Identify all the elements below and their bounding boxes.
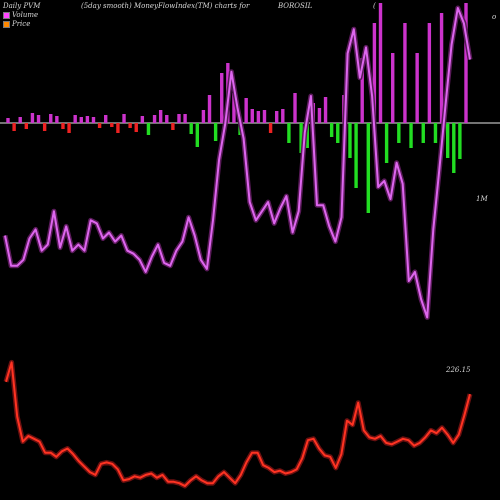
flow-bar bbox=[378, 3, 383, 123]
flow-bar bbox=[433, 123, 438, 143]
flow-bar bbox=[439, 13, 444, 123]
flow-bar bbox=[201, 110, 206, 123]
flow-bar bbox=[220, 73, 224, 123]
flow-bar bbox=[152, 115, 157, 123]
mfi-line-glow bbox=[2, 5, 473, 320]
flow-bar bbox=[329, 123, 334, 137]
mfi-value-tag: 1M bbox=[476, 195, 488, 203]
flow-bar bbox=[232, 93, 236, 123]
flow-bar bbox=[140, 116, 145, 123]
flow-bar bbox=[207, 95, 212, 123]
flow-bar bbox=[213, 123, 218, 141]
flow-bar bbox=[366, 123, 370, 213]
flow-bar bbox=[116, 123, 120, 133]
mfi-line bbox=[4, 7, 471, 319]
flow-bar bbox=[323, 97, 328, 123]
flow-bar bbox=[256, 111, 261, 123]
flow-bar bbox=[158, 110, 163, 123]
flow-bar bbox=[421, 123, 425, 143]
legend-volume-label: Volume bbox=[12, 11, 39, 19]
flow-bar bbox=[354, 123, 358, 188]
flow-bar bbox=[61, 123, 65, 129]
price-value-tag: 226.15 bbox=[446, 366, 471, 374]
flow-bar bbox=[104, 115, 108, 123]
flow-bar bbox=[274, 111, 279, 123]
flow-bar bbox=[85, 116, 90, 123]
flow-bar bbox=[244, 98, 248, 123]
flow-bar bbox=[250, 109, 254, 123]
flow-bar bbox=[67, 123, 71, 133]
price-swatch bbox=[3, 20, 10, 28]
flow-bar bbox=[281, 109, 285, 123]
flow-bar bbox=[183, 114, 187, 123]
flow-bar bbox=[12, 123, 16, 131]
corner-label: o bbox=[492, 13, 497, 21]
flow-bar bbox=[293, 93, 297, 123]
flow-bar bbox=[360, 58, 364, 123]
flow-bar bbox=[415, 53, 419, 123]
flow-bar bbox=[458, 123, 462, 159]
flow-bar bbox=[403, 23, 407, 123]
flow-bar bbox=[55, 116, 59, 123]
flow-bar bbox=[36, 115, 41, 123]
flow-bar bbox=[299, 123, 303, 153]
flow-bar bbox=[73, 115, 77, 123]
flow-bar bbox=[336, 123, 340, 143]
flow-bar bbox=[305, 123, 309, 148]
flow-bar bbox=[177, 114, 181, 123]
flow-bar bbox=[445, 123, 450, 158]
chart-title: (5day smooth) MoneyFlowIndex(TM) charts … bbox=[81, 2, 250, 10]
flow-bar bbox=[134, 123, 138, 132]
flow-bar bbox=[18, 117, 22, 123]
flow-bar bbox=[146, 123, 151, 135]
price-line bbox=[5, 361, 471, 487]
flow-bar bbox=[372, 23, 377, 123]
chart-period-label: Daily PVM bbox=[3, 2, 41, 10]
flow-bar bbox=[97, 123, 102, 128]
flow-bar bbox=[122, 114, 126, 123]
legend-price: Price bbox=[3, 20, 30, 28]
flow-bar bbox=[268, 123, 273, 133]
flow-bar bbox=[110, 123, 114, 127]
flow-bar bbox=[195, 123, 200, 147]
flow-bar bbox=[391, 53, 395, 123]
flow-bar bbox=[6, 118, 10, 123]
flow-bar bbox=[171, 123, 175, 130]
flow-bar bbox=[384, 123, 389, 163]
flow-bar bbox=[42, 123, 47, 131]
flow-bar bbox=[348, 123, 352, 158]
volume-swatch bbox=[3, 11, 10, 19]
flow-bar bbox=[464, 3, 468, 123]
flow-bar bbox=[165, 115, 169, 123]
legend-price-label: Price bbox=[12, 20, 31, 28]
flow-bar bbox=[409, 123, 413, 148]
price-line-glow bbox=[3, 359, 473, 489]
flow-bar bbox=[30, 113, 35, 123]
flow-bar bbox=[397, 123, 401, 143]
flow-bar bbox=[287, 123, 291, 143]
chart-symbol: BOROSIL bbox=[278, 2, 313, 10]
flow-bar bbox=[24, 123, 29, 129]
flow-bar bbox=[91, 117, 96, 123]
flow-bar bbox=[427, 23, 432, 123]
flow-bar bbox=[262, 110, 267, 123]
flow-bar bbox=[49, 114, 53, 123]
chart-title-extra: ( bbox=[373, 2, 376, 10]
flow-bar bbox=[452, 123, 456, 173]
flow-bar bbox=[79, 117, 83, 123]
flow-bar bbox=[189, 123, 193, 134]
flow-bar bbox=[128, 123, 132, 128]
flow-bar bbox=[317, 108, 322, 123]
legend-volume: Volume bbox=[3, 11, 38, 19]
